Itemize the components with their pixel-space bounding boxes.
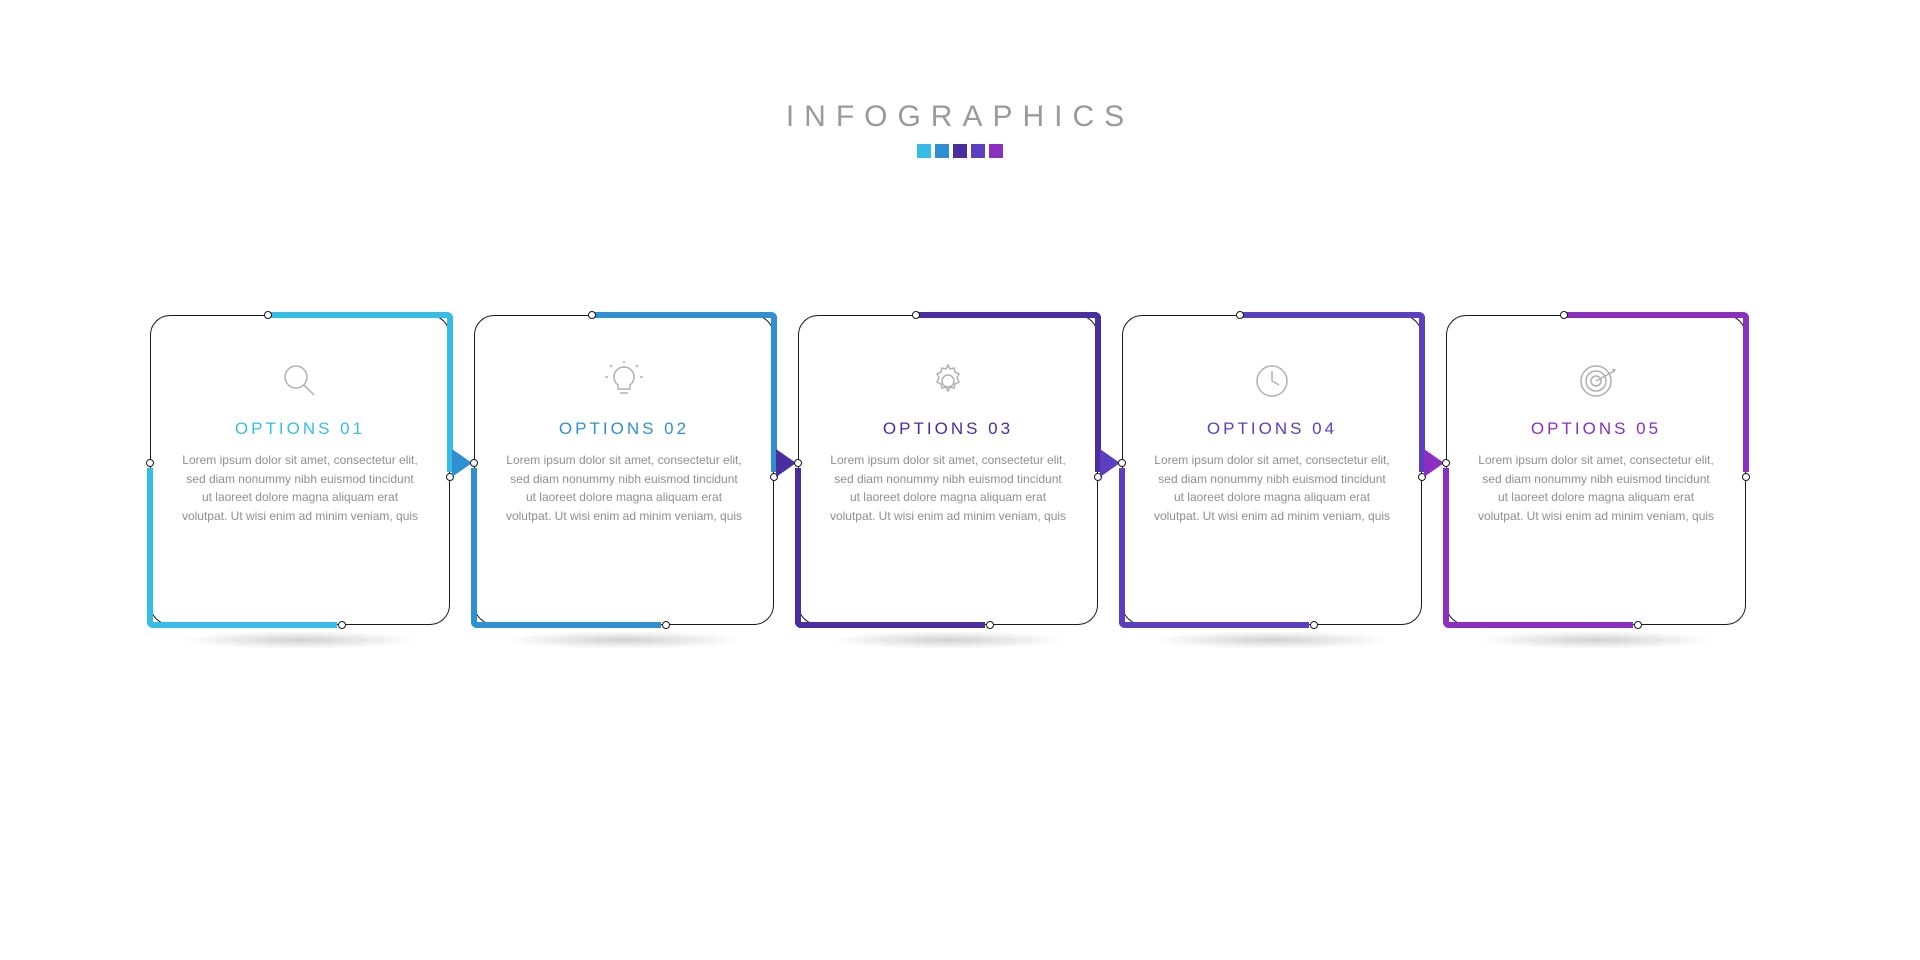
accent-frame (471, 468, 477, 628)
card-shadow (180, 631, 420, 649)
swatch-5 (989, 144, 1003, 158)
target-icon (1468, 357, 1724, 405)
lightbulb-icon (496, 357, 752, 405)
frame-dot (1236, 311, 1244, 319)
frame-dot (470, 459, 478, 467)
option-card-3: OPTIONS 03 Lorem ipsum dolor sit amet, co… (798, 315, 1098, 625)
accent-frame (594, 312, 777, 318)
card-shadow (504, 631, 744, 649)
card-title: OPTIONS 02 (496, 419, 752, 439)
option-card-1: OPTIONS 01 Lorem ipsum dolor sit amet, co… (150, 315, 450, 625)
card-content: OPTIONS 04 Lorem ipsum dolor sit amet, co… (1144, 357, 1400, 525)
connector-arrow (776, 449, 796, 477)
frame-dot (986, 621, 994, 629)
options-row: OPTIONS 01 Lorem ipsum dolor sit amet, co… (150, 315, 1770, 625)
accent-frame (1119, 468, 1125, 628)
card-content: OPTIONS 03 Lorem ipsum dolor sit amet, co… (820, 357, 1076, 525)
card-shadow (1152, 631, 1392, 649)
swatch-4 (971, 144, 985, 158)
connector-arrow (1424, 449, 1444, 477)
frame-dot (338, 621, 346, 629)
connector-arrow (452, 449, 472, 477)
card-content: OPTIONS 02 Lorem ipsum dolor sit amet, co… (496, 357, 752, 525)
card-body-text: Lorem ipsum dolor sit amet, consectetur … (1476, 451, 1716, 525)
magnifier-icon (172, 357, 428, 405)
accent-frame (1242, 312, 1425, 318)
frame-dot (1442, 459, 1450, 467)
frame-dot (146, 459, 154, 467)
frame-dot (1742, 473, 1750, 481)
accent-frame (147, 622, 337, 628)
card-body-text: Lorem ipsum dolor sit amet, consectetur … (828, 451, 1068, 525)
page-title: INFOGRAPHICS (0, 100, 1920, 134)
frame-dot (1560, 311, 1568, 319)
accent-frame (1443, 468, 1449, 628)
accent-frame (795, 468, 801, 628)
frame-dot (1634, 621, 1642, 629)
frame-dot (1310, 621, 1318, 629)
accent-frame (471, 622, 661, 628)
option-card-4: OPTIONS 04 Lorem ipsum dolor sit amet, co… (1122, 315, 1422, 625)
clock-icon (1144, 357, 1400, 405)
card-content: OPTIONS 01 Lorem ipsum dolor sit amet, co… (172, 357, 428, 525)
frame-dot (912, 311, 920, 319)
accent-frame (1419, 312, 1425, 472)
swatch-3 (953, 144, 967, 158)
accent-frame (1743, 312, 1749, 472)
accent-frame (147, 468, 153, 628)
accent-frame (1095, 312, 1101, 472)
frame-dot (264, 311, 272, 319)
accent-frame (1566, 312, 1749, 318)
accent-frame (447, 312, 453, 472)
gear-icon (820, 357, 1076, 405)
frame-dot (662, 621, 670, 629)
card-shadow (1476, 631, 1716, 649)
card-title: OPTIONS 05 (1468, 419, 1724, 439)
frame-dot (588, 311, 596, 319)
accent-frame (1119, 622, 1309, 628)
card-title: OPTIONS 04 (1144, 419, 1400, 439)
accent-frame (1443, 622, 1633, 628)
connector-arrow (1100, 449, 1120, 477)
option-card-2: OPTIONS 02 Lorem ipsum dolor sit amet, co… (474, 315, 774, 625)
card-body-text: Lorem ipsum dolor sit amet, consectetur … (180, 451, 420, 525)
card-content: OPTIONS 05 Lorem ipsum dolor sit amet, co… (1468, 357, 1724, 525)
swatch-1 (917, 144, 931, 158)
frame-dot (794, 459, 802, 467)
card-body-text: Lorem ipsum dolor sit amet, consectetur … (504, 451, 744, 525)
color-swatch-row (0, 144, 1920, 158)
card-shadow (828, 631, 1068, 649)
accent-frame (795, 622, 985, 628)
swatch-2 (935, 144, 949, 158)
card-title: OPTIONS 01 (172, 419, 428, 439)
option-card-5: OPTIONS 05 Lorem ipsum dolor sit amet, co… (1446, 315, 1746, 625)
card-body-text: Lorem ipsum dolor sit amet, consectetur … (1152, 451, 1392, 525)
accent-frame (918, 312, 1101, 318)
infographic-header: INFOGRAPHICS (0, 0, 1920, 158)
card-title: OPTIONS 03 (820, 419, 1076, 439)
accent-frame (771, 312, 777, 472)
frame-dot (1118, 459, 1126, 467)
accent-frame (270, 312, 453, 318)
